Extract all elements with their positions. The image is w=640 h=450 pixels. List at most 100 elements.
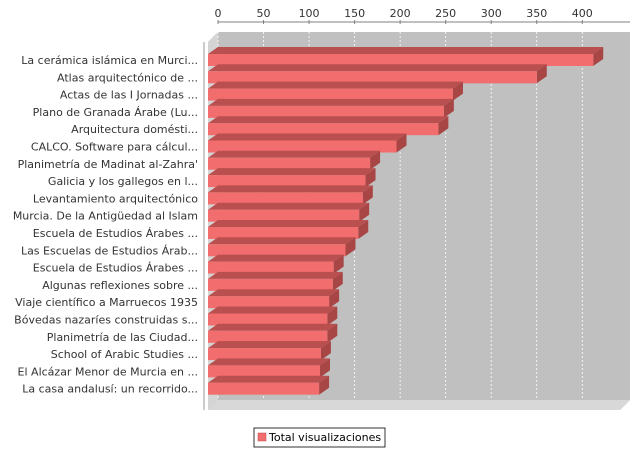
bar-end-face [319,375,330,395]
bar-top-face [208,98,454,106]
bar-front-face [208,157,371,170]
bar-top-face [208,306,338,314]
bar-end-face [438,116,449,136]
bar-front-face [208,278,333,291]
category-label: Planimetría de las Ciudad... [47,331,198,344]
bar-front-face [208,227,359,239]
bar [208,237,356,257]
bar-top-face [208,271,343,279]
bar-top-face [208,202,370,210]
bar-end-face [593,47,604,66]
category-label: La cerámica islámica en Murci... [21,54,198,67]
bar-end-face [329,289,340,309]
bar [208,358,330,378]
bar-end-face [536,64,547,84]
bar [208,116,449,136]
bar-front-face [208,88,453,101]
legend-label: Total visualizaciones [268,431,381,444]
bar-front-face [208,348,321,361]
category-label: Plano de Granada Árabe (Lu... [33,106,198,119]
bar [208,289,340,309]
x-tick-label: 250 [435,7,456,20]
x-tick-label: 0 [215,7,222,20]
bar-front-face [208,140,397,153]
category-label: CALCO. Software para cálcul... [31,141,198,154]
category-label: Escuela de Estudios Árabes ... [33,262,198,275]
x-tick-label: 300 [481,7,502,20]
bar-top-face [208,133,407,141]
bar [208,254,344,274]
bar-end-face [370,150,381,170]
bar-front-face [208,261,334,274]
bar-end-face [359,202,370,222]
bar-top-face [208,47,604,54]
bar-top-face [208,237,356,245]
bar-top-face [208,168,376,176]
bar [208,98,454,118]
bar [208,306,338,326]
category-label: Murcia. De la Antigüedad al Islam [13,210,198,223]
bar [208,133,407,153]
bar-end-face [358,220,369,239]
bar-front-face [208,105,444,118]
category-label: La casa andalusí: un recorrido... [22,383,198,396]
legend-box [253,427,386,448]
bar [208,150,381,170]
bar-end-face [345,237,356,257]
bar [208,185,373,205]
category-label: School of Arabic Studies ... [51,348,198,361]
bar-end-face [332,271,343,291]
bar-top-face [208,64,547,72]
x-axis: 0 50 100 150 200 250 300 350 400 [203,7,630,410]
bar-front-face [208,382,320,395]
bar [208,202,370,222]
x-tick-label: 350 [526,7,547,20]
bar-front-face [208,175,366,188]
category-label: Arquitectura domésti... [71,123,198,136]
bar-top-face [208,323,338,331]
bar-front-face [208,296,330,309]
bar-front-face [208,209,360,222]
category-label: Viaje científico a Marruecos 1935 [15,296,198,309]
category-label: Atlas arquitectónico de ... [57,71,198,84]
x-tick-label: 100 [299,7,320,20]
bar-front-face [208,123,439,136]
legend: Total visualizaciones [253,427,386,448]
bar-top-face [208,116,449,124]
bar-front-face [208,330,328,343]
bar-top-face [208,341,331,349]
bar-top-face [208,375,330,383]
bar-end-face [365,168,376,188]
bar-top-face [208,220,369,227]
bar-top-face [208,150,381,158]
category-label: Algunas reflexiones sobre ... [42,279,198,292]
bar-top-face [208,185,373,193]
x-tick-label: 400 [572,7,593,20]
category-labels: La cerámica islámica en Murci... Atlas ar… [13,54,198,396]
bar [208,220,369,239]
bar-top-face [208,358,330,366]
legend-swatch [257,432,267,442]
bar-end-face [443,98,454,118]
bar [208,375,330,395]
bar [208,323,338,343]
category-label: Galicia y los gallegos en l... [48,175,198,188]
bar-top-face [208,254,344,262]
bar [208,64,547,84]
bar-end-face [327,306,338,326]
bar [208,168,376,188]
category-label: Escuela de Estudios Árabes ... [33,227,198,240]
x-tick-label: 200 [390,7,411,20]
category-label: Levantamiento arquitectónico [33,192,198,205]
bar-end-face [396,133,407,153]
bar-top-face [208,289,340,297]
x-tick-label: 150 [344,7,365,20]
category-label: Actas de las I Jornadas ... [60,89,198,102]
bar-front-face [208,244,346,257]
plot-floor [208,400,630,410]
x-tick-label: 50 [257,7,271,20]
category-label: Las Escuelas de Estudios Árab... [21,244,198,257]
category-label: Bóvedas nazaríes construidas s... [14,314,198,327]
bar-end-face [362,185,373,205]
